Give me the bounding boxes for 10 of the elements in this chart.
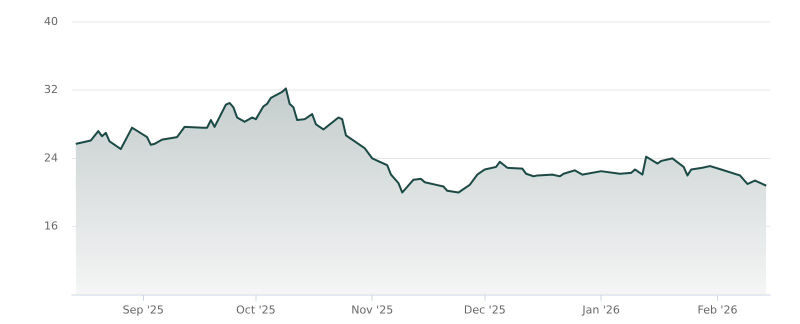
x-tick-label: Nov '25 bbox=[351, 303, 394, 316]
y-tick-label: 16 bbox=[44, 219, 58, 232]
y-tick-label: 40 bbox=[44, 14, 58, 28]
x-tick-label: Sep '25 bbox=[122, 303, 164, 316]
y-tick-label: 24 bbox=[44, 151, 58, 164]
x-tick-label: Jan '26 bbox=[581, 303, 620, 316]
y-tick-label: 32 bbox=[44, 83, 58, 96]
x-tick-label: Oct '25 bbox=[236, 303, 276, 316]
x-tick-label: Dec '25 bbox=[464, 303, 506, 316]
x-tick-label: Feb '26 bbox=[697, 303, 738, 316]
